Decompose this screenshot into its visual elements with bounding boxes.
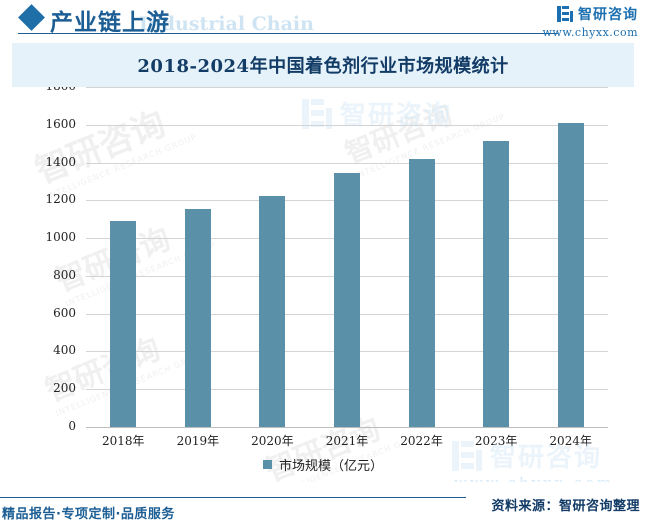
footer-divider [0, 497, 466, 498]
y-axis-tick-label: 1600 [45, 116, 76, 131]
bar-slot [310, 87, 385, 427]
bar[interactable] [110, 221, 137, 427]
legend-label: 市场规模（亿元） [278, 459, 383, 474]
diamond-icon [18, 4, 45, 31]
bar[interactable] [259, 195, 286, 427]
x-axis-tick-label: 2019年 [176, 434, 220, 448]
y-axis-tick-label: 1200 [45, 192, 76, 207]
bar[interactable] [184, 208, 211, 427]
header-divider [18, 33, 558, 34]
bar[interactable] [557, 122, 584, 427]
y-axis-tick-label: 0 [68, 419, 76, 433]
x-axis-tick-label: 2022年 [400, 434, 443, 448]
y-axis-tick-label: 1000 [45, 230, 76, 245]
x-axis-line [86, 427, 608, 428]
page-header: Industrial Chain 产业链上游 智研咨询 www.chyxx.co… [0, 0, 646, 39]
chart-title-band: 2018-2024年中国着色剂行业市场规模统计 [12, 43, 634, 87]
bar-series [86, 87, 608, 427]
bar[interactable] [408, 158, 435, 427]
y-axis-tick-label: 400 [53, 343, 76, 358]
bar-slot [384, 87, 459, 427]
bar-slot [86, 87, 161, 427]
bar-slot [459, 87, 534, 427]
bar-slot [533, 87, 608, 427]
y-axis-tick-label: 800 [53, 267, 76, 282]
bar[interactable] [333, 172, 360, 427]
y-axis-tick-label: 200 [53, 381, 76, 396]
x-axis-tick-label: 2018年 [102, 434, 145, 448]
footer-source: 资料来源：智研咨询整理 [491, 499, 640, 514]
brand-url: www.chyxx.com [542, 26, 638, 39]
y-axis-tick-label: 1800 [12, 87, 76, 93]
x-axis-tick-label: 2024年 [549, 434, 592, 448]
chart-title: 2018-2024年中国着色剂行业市场规模统计 [137, 56, 509, 77]
page-title: 产业链上游 [50, 9, 170, 36]
gridline [86, 124, 608, 126]
plot-canvas: 1800 1600 1400 1200 1000 800 600 400 200 0 2018年 2… [12, 87, 634, 482]
gridline [86, 162, 608, 164]
bar[interactable] [483, 140, 510, 427]
chart-area: 智研咨询 INTELLIGENCE RESEARCH GROUP 智研咨询 IN… [12, 87, 634, 482]
gridline [86, 87, 608, 88]
brand-block: 智研咨询 www.chyxx.com [542, 4, 638, 39]
bar-slot [235, 87, 310, 427]
zhiyan-logo-icon [557, 6, 573, 22]
chart-legend[interactable]: 市场规模（亿元） [12, 455, 634, 474]
legend-swatch-icon [262, 460, 272, 469]
footer-slogan: 精品报告·专项定制·品质服务 [2, 507, 175, 522]
bar-slot [161, 87, 236, 427]
x-axis-tick-label: 2021年 [325, 434, 369, 448]
y-axis-tick-label: 600 [53, 305, 76, 320]
x-axis-tick-label: 2020年 [251, 434, 294, 448]
x-axis-tick-label: 2023年 [474, 434, 518, 448]
header-watermark-text: Industrial Chain [139, 13, 314, 35]
brand-name: 智研咨询 [578, 7, 638, 23]
y-axis-tick-label: 1400 [45, 154, 76, 169]
